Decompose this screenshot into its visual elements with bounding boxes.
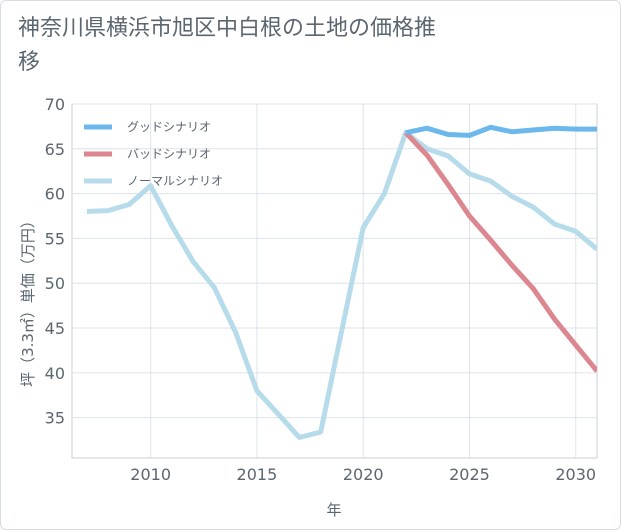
grid-lines — [71, 103, 598, 459]
x-tick-label: 2015 — [237, 465, 278, 484]
series-line-1 — [405, 124, 597, 138]
legend-label: バッドシナリオ — [127, 147, 211, 161]
series-line-2 — [403, 130, 597, 373]
legend-label: ノーマルシナリオ — [127, 174, 223, 188]
legend-label: グッドシナリオ — [127, 120, 211, 134]
y-tick-label: 60 — [45, 185, 65, 204]
tick-labels: 35 40 45 50 55 60 65 70 2010 2015 2020 2025 2030 — [45, 95, 596, 484]
x-axis-label: 年 — [326, 501, 341, 519]
x-tick-label: 2025 — [449, 465, 490, 484]
y-tick-label: 65 — [45, 140, 65, 159]
y-tick-label: 45 — [45, 319, 65, 338]
x-tick-label: 2010 — [130, 465, 171, 484]
series-line-3 — [86, 130, 597, 440]
y-tick-label: 55 — [45, 229, 65, 248]
y-tick-label: 35 — [45, 409, 65, 428]
y-tick-label: 40 — [45, 364, 65, 383]
x-tick-label: 2020 — [343, 465, 384, 484]
chart-title: 神奈川県横浜市旭区中白根の土地の価格推移 — [18, 16, 437, 75]
y-tick-label: 70 — [45, 95, 65, 114]
y-tick-label: 50 — [45, 274, 65, 293]
y-axis-label: 坪（3.3㎡）単価（万円） — [19, 213, 37, 387]
x-tick-label: 2030 — [555, 465, 596, 484]
series-lines — [86, 124, 597, 440]
